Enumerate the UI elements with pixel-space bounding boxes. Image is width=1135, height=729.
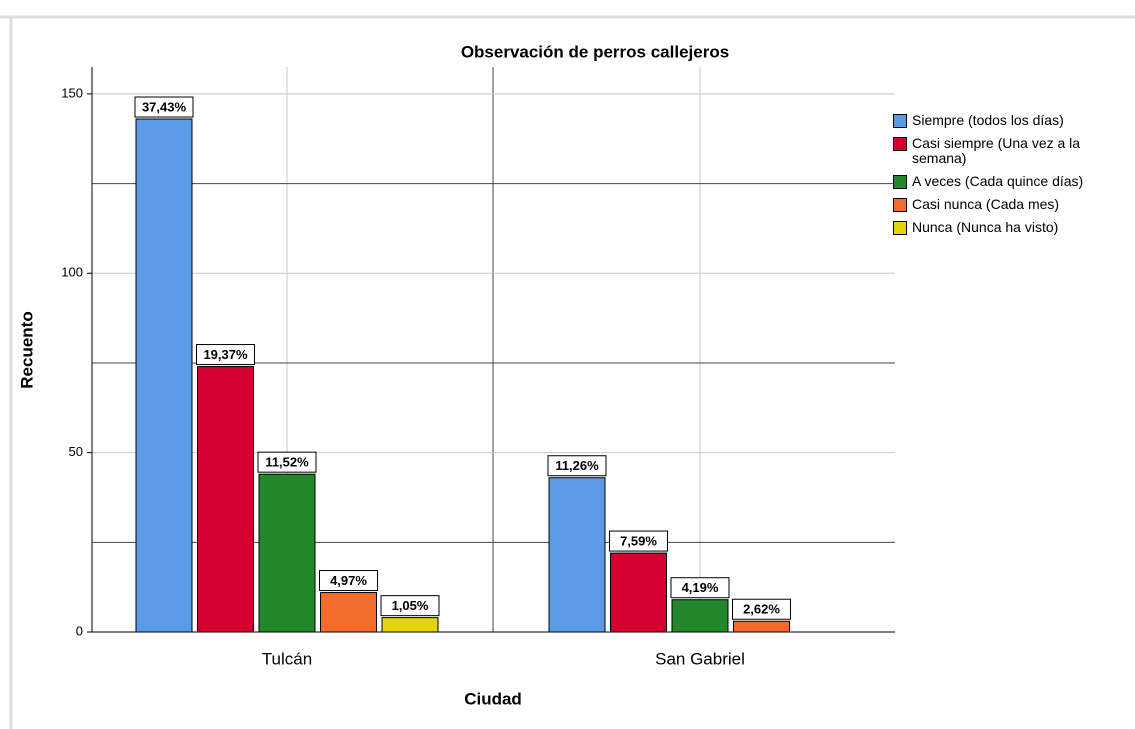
x-tick-label: San Gabriel [655, 649, 745, 668]
data-label-box [257, 451, 317, 473]
y-tick-label: 150 [61, 85, 83, 100]
data-label: 7,59% [620, 534, 657, 549]
y-tick-label: 50 [69, 444, 83, 459]
data-label-box [319, 570, 378, 592]
data-label: 4,19% [682, 580, 719, 595]
legend-item: A veces (Cada quince días) [893, 174, 1135, 189]
legend-swatch [893, 137, 907, 151]
data-label: 19,37% [203, 347, 248, 362]
data-label: 11,26% [555, 458, 599, 473]
bar [548, 477, 606, 633]
bar [381, 617, 439, 633]
data-label: 4,97% [330, 573, 367, 588]
chart-title: Observación de perros callejeros [461, 42, 729, 61]
bar [258, 473, 316, 633]
data-label-box [134, 96, 194, 118]
data-label: 1,05% [392, 598, 429, 613]
legend-label: Nunca (Nunca ha visto) [912, 219, 1059, 235]
legend-item: Casi nunca (Cada mes) [893, 197, 1135, 212]
data-label: 37,43% [142, 99, 187, 114]
x-axis-label: Ciudad [464, 689, 522, 708]
bar [610, 552, 667, 633]
legend-swatch [893, 114, 907, 128]
data-label-box [196, 344, 255, 366]
legend-item: Nunca (Nunca ha visto) [893, 220, 1135, 235]
legend-swatch [893, 175, 907, 189]
legend-swatch [893, 221, 907, 235]
bar [733, 620, 790, 633]
y-tick-label: 0 [76, 623, 83, 638]
legend-swatch [893, 198, 907, 212]
x-tick-label: Tulcán [262, 649, 312, 668]
legend-label: A veces (Cada quince días) [912, 173, 1084, 189]
data-label-box [732, 598, 791, 620]
data-label: 11,52% [265, 455, 309, 470]
legend-label: Siempre (todos los días) [912, 112, 1064, 128]
data-label-box [670, 577, 730, 599]
bar [197, 366, 254, 633]
legend-item: Casi siempre (Una vez a la semana) [893, 136, 1135, 166]
y-axis-label: Recuento [17, 311, 36, 388]
legend-label: Casi nunca (Cada mes) [912, 196, 1060, 212]
bar [671, 599, 729, 633]
data-label: 2,62% [743, 602, 780, 617]
legend: Siempre (todos los días) Casi siempre (Un… [893, 113, 1135, 243]
data-label-box [547, 455, 607, 477]
bar [135, 118, 193, 633]
legend-item: Siempre (todos los días) [893, 113, 1135, 128]
data-label-box [380, 595, 440, 617]
y-tick-label: 100 [61, 265, 83, 280]
legend-label: Casi siempre (Una vez a la semana) [912, 135, 1081, 166]
data-label-box [609, 530, 668, 552]
bar [320, 592, 377, 633]
